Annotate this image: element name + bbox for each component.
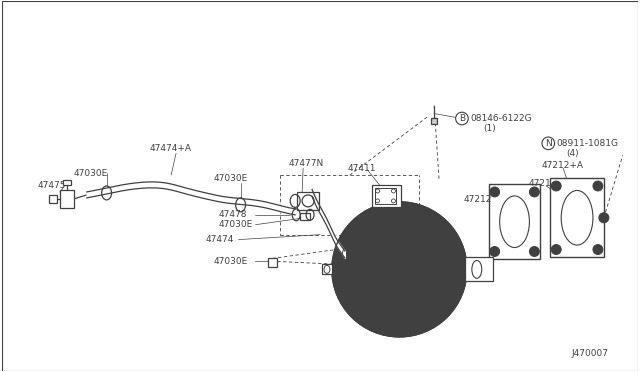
Bar xyxy=(431,118,437,125)
Circle shape xyxy=(593,181,603,191)
Circle shape xyxy=(490,247,500,256)
Bar xyxy=(300,213,310,220)
Bar xyxy=(60,190,74,208)
Circle shape xyxy=(599,213,609,223)
Circle shape xyxy=(529,187,540,197)
Text: 47210: 47210 xyxy=(376,310,405,318)
Bar xyxy=(49,195,57,203)
Circle shape xyxy=(551,181,561,191)
Bar xyxy=(550,178,604,257)
Bar xyxy=(374,188,396,204)
Bar xyxy=(322,264,332,274)
Text: N: N xyxy=(545,139,552,148)
Text: 47477N: 47477N xyxy=(288,159,323,168)
Bar xyxy=(489,184,540,259)
Bar xyxy=(268,259,277,267)
Text: 47212+A: 47212+A xyxy=(541,161,583,170)
Bar xyxy=(465,257,493,281)
Text: 47478: 47478 xyxy=(219,210,247,219)
Text: 47474+A: 47474+A xyxy=(149,144,191,153)
Text: 47474: 47474 xyxy=(206,235,234,244)
Bar xyxy=(372,185,401,207)
Text: 47030E: 47030E xyxy=(214,174,248,183)
Text: J470007: J470007 xyxy=(571,349,608,358)
Circle shape xyxy=(593,244,603,254)
Text: 47030E: 47030E xyxy=(219,220,253,229)
Circle shape xyxy=(551,244,561,254)
Text: 47030E: 47030E xyxy=(74,169,108,177)
Text: (4): (4) xyxy=(566,149,579,158)
Text: 47411: 47411 xyxy=(348,164,376,173)
Text: 08911-1081G: 08911-1081G xyxy=(556,139,618,148)
Text: 47211: 47211 xyxy=(529,179,557,187)
Text: 47030E: 47030E xyxy=(214,257,248,266)
Text: (1): (1) xyxy=(483,124,495,133)
Circle shape xyxy=(529,247,540,256)
Bar xyxy=(297,192,319,210)
Text: B: B xyxy=(459,114,465,123)
Text: 47212: 47212 xyxy=(464,195,492,204)
Circle shape xyxy=(332,202,467,337)
Circle shape xyxy=(379,249,420,290)
Text: 08146-6122G: 08146-6122G xyxy=(471,114,532,123)
Circle shape xyxy=(490,187,500,197)
Bar xyxy=(63,180,71,185)
Text: 47475: 47475 xyxy=(37,180,66,189)
